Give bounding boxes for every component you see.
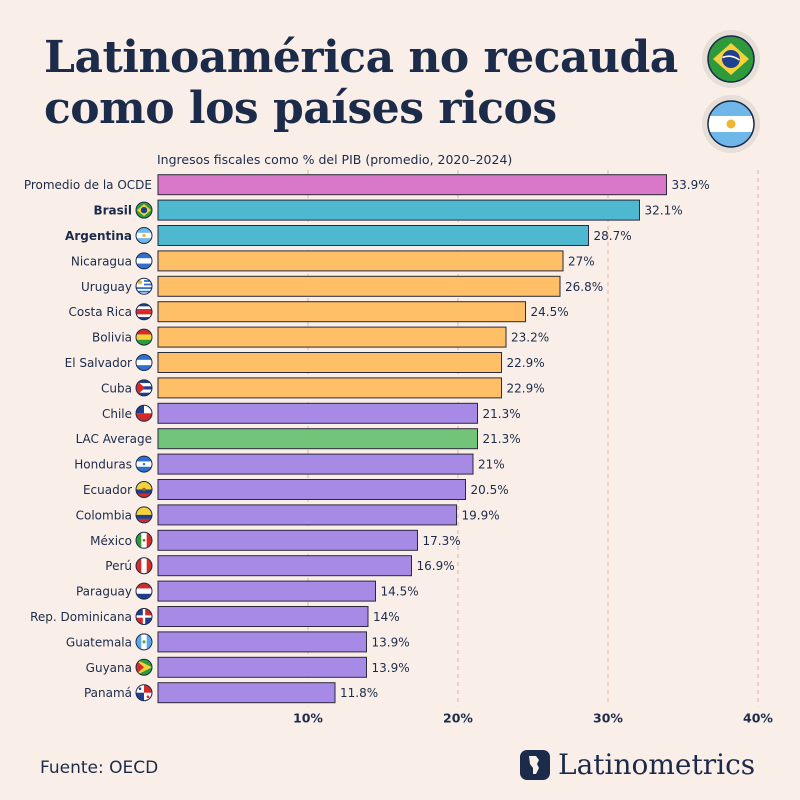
bar bbox=[157, 555, 412, 577]
value-label: 27% bbox=[568, 254, 595, 268]
category-label: Costa Rica bbox=[69, 305, 132, 319]
bar bbox=[157, 275, 561, 297]
x-tick-label: 40% bbox=[743, 710, 773, 725]
category-label: Guyana bbox=[86, 661, 132, 675]
bar bbox=[157, 631, 367, 653]
bar bbox=[157, 606, 369, 627]
value-label: 33.9% bbox=[672, 178, 710, 192]
argentina-flag-icon bbox=[707, 100, 755, 148]
bar bbox=[157, 377, 502, 399]
category-label: LAC Average bbox=[76, 432, 152, 446]
value-label: 14% bbox=[373, 610, 400, 624]
bar bbox=[157, 580, 376, 602]
category-label: Nicaragua bbox=[71, 254, 132, 268]
category-label: Panamá bbox=[84, 686, 132, 700]
category-label: Brasil bbox=[93, 204, 132, 218]
value-label: 21% bbox=[478, 458, 505, 472]
brazil-flag-badge bbox=[702, 30, 760, 88]
value-label: 24.5% bbox=[531, 305, 569, 319]
value-label: 22.9% bbox=[507, 356, 545, 370]
latinometrics-logo-icon bbox=[520, 749, 550, 780]
value-label: 21.3% bbox=[483, 432, 521, 446]
value-label: 28.7% bbox=[594, 229, 632, 243]
value-label: 32.1% bbox=[645, 204, 683, 218]
colombia-flag-icon bbox=[135, 506, 153, 524]
x-tick-label: 30% bbox=[593, 710, 623, 725]
value-label: 11.8% bbox=[340, 686, 378, 700]
bar bbox=[157, 326, 507, 348]
category-label: Guatemala bbox=[66, 635, 132, 649]
paraguay-flag-icon bbox=[135, 582, 153, 600]
mexico-flag-icon bbox=[135, 531, 153, 549]
argentina-flag-badge bbox=[702, 95, 760, 153]
value-label: 17.3% bbox=[423, 534, 461, 548]
chart-subtitle: Ingresos fiscales como % del PIB (promed… bbox=[157, 152, 512, 167]
value-label: 22.9% bbox=[507, 381, 545, 395]
bar bbox=[157, 529, 418, 551]
value-label: 23.2% bbox=[511, 331, 549, 345]
source-note: Fuente: OECD bbox=[40, 758, 159, 778]
title-line-2: como los países ricos bbox=[44, 83, 557, 134]
value-label: 20.5% bbox=[471, 483, 509, 497]
costa-rica-flag-icon bbox=[135, 303, 153, 321]
cuba-flag-icon bbox=[135, 379, 153, 397]
dominican-republic-flag-icon bbox=[135, 608, 153, 625]
brazil-flag-icon bbox=[135, 201, 153, 219]
argentina-flag-icon bbox=[135, 227, 153, 244]
value-label: 26.8% bbox=[565, 280, 603, 294]
category-label: Perú bbox=[105, 559, 132, 573]
bar bbox=[157, 199, 640, 221]
value-label: 13.9% bbox=[372, 635, 410, 649]
value-label: 13.9% bbox=[372, 661, 410, 675]
bar bbox=[157, 453, 474, 475]
guyana-flag-icon bbox=[135, 658, 153, 676]
category-label: Rep. Dominicana bbox=[30, 610, 132, 624]
page-title: Latinoamérica no recauda como los países… bbox=[44, 32, 684, 134]
nicaragua-flag-icon bbox=[135, 252, 153, 270]
bar bbox=[157, 682, 336, 704]
category-label: Paraguay bbox=[76, 585, 132, 599]
value-label: 19.9% bbox=[462, 508, 500, 522]
bolivia-flag-icon bbox=[135, 328, 153, 346]
category-label: Cuba bbox=[101, 381, 132, 395]
value-label: 16.9% bbox=[417, 559, 455, 573]
guatemala-flag-icon bbox=[135, 633, 153, 651]
chile-flag-icon bbox=[135, 404, 153, 422]
bar bbox=[157, 250, 564, 272]
category-label: Honduras bbox=[74, 458, 132, 472]
brand-logo-block: Latinometrics bbox=[520, 748, 755, 781]
category-label: Argentina bbox=[65, 229, 132, 243]
category-label: Chile bbox=[102, 407, 132, 421]
category-label: Uruguay bbox=[81, 280, 132, 294]
category-label: Promedio de la OCDE bbox=[24, 178, 152, 192]
brand-name: Latinometrics bbox=[558, 748, 756, 781]
el-salvador-flag-icon bbox=[135, 354, 153, 371]
panama-flag-icon bbox=[135, 684, 153, 702]
peru-flag-icon bbox=[135, 557, 153, 575]
uruguay-flag-icon bbox=[135, 277, 153, 295]
bar bbox=[157, 479, 466, 500]
ecuador-flag-icon bbox=[135, 481, 153, 498]
bar bbox=[157, 504, 457, 526]
x-tick-label: 20% bbox=[443, 710, 473, 725]
x-tick-label: 10% bbox=[293, 710, 323, 725]
bar bbox=[157, 656, 367, 678]
bar bbox=[157, 428, 478, 450]
honduras-flag-icon bbox=[135, 455, 153, 473]
category-label: Ecuador bbox=[83, 483, 132, 497]
bar bbox=[157, 225, 589, 246]
bar bbox=[157, 402, 478, 424]
category-label: Colombia bbox=[76, 508, 132, 522]
bar bbox=[157, 174, 667, 196]
title-line-1: Latinoamérica no recauda bbox=[44, 32, 678, 83]
value-label: 21.3% bbox=[483, 407, 521, 421]
category-label: El Salvador bbox=[65, 356, 132, 370]
bar bbox=[157, 352, 502, 373]
category-label: Bolivia bbox=[92, 331, 132, 345]
bar bbox=[157, 301, 526, 323]
brazil-flag-icon bbox=[707, 35, 755, 83]
value-label: 14.5% bbox=[381, 585, 419, 599]
category-label: México bbox=[90, 534, 132, 548]
